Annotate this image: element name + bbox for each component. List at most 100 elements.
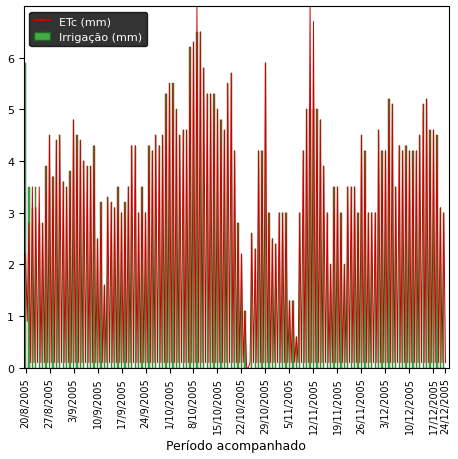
Bar — [392, 105, 393, 368]
Bar — [104, 285, 105, 368]
Bar — [402, 151, 403, 368]
Bar — [375, 213, 376, 368]
Bar — [303, 151, 304, 368]
Bar — [310, 110, 311, 368]
Bar — [207, 95, 208, 368]
Bar — [371, 213, 372, 368]
Bar — [155, 136, 157, 368]
Bar — [299, 213, 300, 368]
Bar — [73, 120, 74, 368]
Bar — [145, 213, 146, 368]
Bar — [80, 141, 81, 368]
Bar — [131, 146, 132, 368]
Bar — [350, 187, 352, 368]
Bar — [333, 187, 335, 368]
Bar — [443, 213, 444, 368]
Bar — [323, 167, 324, 368]
Bar — [42, 224, 44, 368]
Bar — [66, 187, 67, 368]
Bar — [262, 151, 263, 368]
Bar — [316, 110, 317, 368]
Bar — [357, 213, 359, 368]
Bar — [196, 33, 197, 368]
Bar — [388, 100, 390, 368]
Bar — [285, 213, 287, 368]
Bar — [213, 95, 215, 368]
Bar — [368, 213, 369, 368]
Bar — [244, 311, 245, 368]
Bar — [210, 95, 211, 368]
Bar — [224, 131, 225, 368]
Bar — [292, 301, 294, 368]
Bar — [241, 254, 242, 368]
Bar — [354, 187, 355, 368]
Bar — [87, 167, 88, 368]
Bar — [152, 151, 153, 368]
Bar — [172, 84, 174, 368]
Bar — [117, 187, 119, 368]
Bar — [433, 131, 434, 368]
Bar — [282, 213, 284, 368]
Bar — [416, 151, 417, 368]
Bar — [203, 69, 204, 368]
Bar — [100, 203, 102, 368]
Bar — [76, 136, 77, 368]
Bar — [148, 146, 150, 368]
Bar — [35, 187, 37, 368]
Bar — [398, 146, 400, 368]
Bar — [183, 131, 184, 368]
Bar — [220, 120, 222, 368]
Bar — [426, 100, 427, 368]
Bar — [165, 95, 167, 368]
Bar — [289, 301, 290, 368]
Bar — [320, 120, 321, 368]
Bar — [412, 151, 414, 368]
Bar — [138, 213, 139, 368]
Bar — [121, 213, 122, 368]
Bar — [93, 146, 95, 368]
Bar — [296, 337, 297, 368]
Bar — [162, 136, 164, 368]
Bar — [255, 249, 256, 368]
Bar — [45, 167, 47, 368]
Bar — [278, 213, 280, 368]
Bar — [378, 131, 379, 368]
Bar — [52, 177, 54, 368]
Bar — [25, 64, 26, 368]
Bar — [340, 213, 342, 368]
Bar — [337, 187, 338, 368]
Bar — [124, 203, 125, 368]
Bar — [347, 187, 349, 368]
Bar — [169, 84, 170, 368]
Bar — [114, 208, 115, 368]
Bar — [327, 213, 328, 368]
Bar — [234, 151, 235, 368]
Bar — [419, 136, 420, 368]
Bar — [227, 84, 229, 368]
Bar — [217, 110, 218, 368]
Bar — [361, 136, 362, 368]
Bar — [142, 187, 143, 368]
Bar — [382, 151, 383, 368]
Bar — [440, 208, 441, 368]
Bar — [179, 136, 180, 368]
Bar — [423, 105, 424, 368]
Bar — [251, 234, 252, 368]
Bar — [186, 131, 187, 368]
Bar — [193, 43, 194, 368]
Bar — [313, 110, 314, 368]
Bar — [344, 265, 345, 368]
Bar — [128, 187, 129, 368]
Bar — [83, 162, 84, 368]
Bar — [28, 187, 30, 368]
Bar — [49, 136, 50, 368]
Bar — [176, 110, 177, 368]
Bar — [385, 151, 386, 368]
Bar — [275, 244, 277, 368]
Bar — [90, 167, 91, 368]
Bar — [272, 239, 273, 368]
Bar — [97, 239, 98, 368]
Bar — [32, 208, 33, 368]
Bar — [330, 265, 331, 368]
Bar — [405, 146, 407, 368]
